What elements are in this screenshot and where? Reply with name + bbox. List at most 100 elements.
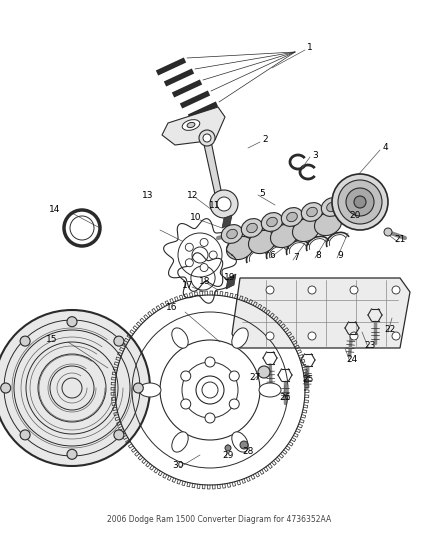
- Text: 29: 29: [223, 450, 234, 459]
- Circle shape: [308, 332, 316, 340]
- Ellipse shape: [226, 229, 237, 239]
- Text: 2006 Dodge Ram 1500 Converter Diagram for 4736352AA: 2006 Dodge Ram 1500 Converter Diagram fo…: [107, 515, 331, 524]
- Text: 13: 13: [142, 191, 154, 200]
- Ellipse shape: [232, 432, 248, 452]
- Circle shape: [199, 130, 215, 146]
- Text: 18: 18: [199, 278, 211, 287]
- Ellipse shape: [241, 219, 263, 237]
- Text: 4: 4: [382, 143, 388, 152]
- Ellipse shape: [327, 203, 337, 212]
- Text: 19: 19: [224, 273, 236, 282]
- Circle shape: [338, 180, 382, 224]
- Text: 6: 6: [269, 252, 275, 261]
- Ellipse shape: [226, 237, 254, 260]
- Ellipse shape: [172, 432, 188, 452]
- Ellipse shape: [286, 212, 297, 222]
- Text: 11: 11: [209, 201, 221, 211]
- Ellipse shape: [139, 383, 161, 397]
- Text: 23: 23: [364, 341, 376, 350]
- Circle shape: [384, 228, 392, 236]
- Ellipse shape: [281, 208, 303, 227]
- Text: 3: 3: [312, 150, 318, 159]
- Text: 27: 27: [249, 374, 261, 383]
- Ellipse shape: [314, 213, 342, 236]
- Ellipse shape: [293, 219, 319, 241]
- Ellipse shape: [232, 328, 248, 348]
- Circle shape: [114, 336, 124, 346]
- Text: 28: 28: [242, 448, 254, 456]
- Ellipse shape: [307, 207, 318, 217]
- Circle shape: [20, 336, 30, 346]
- Circle shape: [308, 286, 316, 294]
- Circle shape: [181, 371, 191, 381]
- Ellipse shape: [271, 224, 297, 248]
- Circle shape: [178, 233, 222, 277]
- Polygon shape: [162, 107, 225, 145]
- Circle shape: [392, 332, 400, 340]
- Text: 20: 20: [350, 211, 360, 220]
- Circle shape: [1, 383, 11, 393]
- Ellipse shape: [259, 383, 281, 397]
- Ellipse shape: [261, 213, 283, 231]
- Text: 25: 25: [302, 376, 314, 384]
- Circle shape: [200, 238, 208, 246]
- Ellipse shape: [301, 203, 323, 221]
- Circle shape: [67, 449, 77, 459]
- Text: 24: 24: [346, 356, 357, 365]
- Polygon shape: [222, 215, 232, 228]
- Circle shape: [258, 366, 270, 378]
- Circle shape: [229, 399, 239, 409]
- Circle shape: [217, 197, 231, 211]
- Text: 30: 30: [172, 461, 184, 470]
- Circle shape: [181, 399, 191, 409]
- Ellipse shape: [221, 224, 243, 244]
- Circle shape: [203, 134, 211, 142]
- Polygon shape: [232, 278, 410, 348]
- Circle shape: [192, 247, 208, 263]
- Text: 2: 2: [262, 135, 268, 144]
- Circle shape: [0, 310, 150, 466]
- Text: 17: 17: [182, 280, 194, 289]
- Circle shape: [133, 383, 143, 393]
- Circle shape: [20, 430, 30, 440]
- Text: 14: 14: [49, 206, 61, 214]
- Circle shape: [350, 286, 358, 294]
- Text: 1: 1: [307, 44, 313, 52]
- Text: 7: 7: [293, 254, 299, 262]
- Text: 10: 10: [190, 214, 202, 222]
- Circle shape: [346, 188, 374, 216]
- Circle shape: [67, 317, 77, 327]
- Circle shape: [210, 190, 238, 218]
- Polygon shape: [226, 274, 236, 289]
- Text: 26: 26: [279, 393, 291, 402]
- Circle shape: [185, 243, 193, 251]
- Text: 21: 21: [394, 236, 406, 245]
- Text: 12: 12: [187, 191, 199, 200]
- Text: 9: 9: [337, 252, 343, 261]
- Text: 16: 16: [166, 303, 178, 312]
- Circle shape: [354, 196, 366, 208]
- Circle shape: [200, 263, 208, 271]
- Ellipse shape: [248, 230, 276, 254]
- Circle shape: [205, 413, 215, 423]
- Circle shape: [240, 441, 248, 449]
- Text: 5: 5: [259, 189, 265, 198]
- Circle shape: [392, 286, 400, 294]
- Polygon shape: [203, 136, 230, 208]
- Circle shape: [266, 332, 274, 340]
- Text: 8: 8: [315, 252, 321, 261]
- Text: 15: 15: [46, 335, 58, 344]
- Ellipse shape: [187, 123, 195, 127]
- Circle shape: [114, 430, 124, 440]
- Circle shape: [209, 251, 217, 259]
- Circle shape: [205, 357, 215, 367]
- Circle shape: [350, 332, 358, 340]
- Circle shape: [266, 286, 274, 294]
- Text: 22: 22: [385, 326, 396, 335]
- Ellipse shape: [182, 119, 200, 131]
- Ellipse shape: [172, 328, 188, 348]
- Ellipse shape: [321, 198, 343, 216]
- Circle shape: [229, 371, 239, 381]
- Circle shape: [332, 174, 388, 230]
- Ellipse shape: [247, 223, 258, 233]
